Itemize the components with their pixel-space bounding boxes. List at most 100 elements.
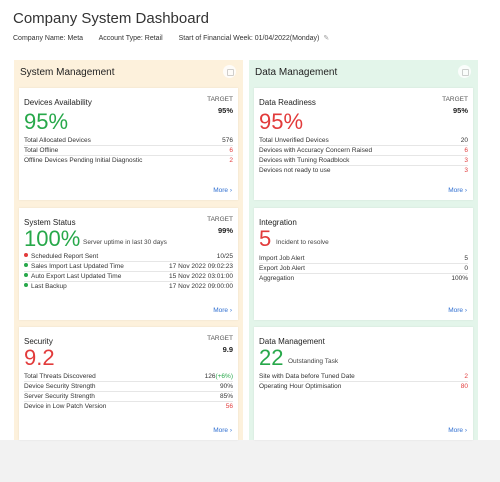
data-management-header: Data Management: [249, 60, 478, 84]
edit-pencil-icon[interactable]: ✎: [323, 35, 330, 42]
status-dot-green-icon: [24, 263, 28, 268]
devices-availability-value: 95%: [24, 109, 69, 134]
account-type: Account Type: Retail: [98, 35, 163, 42]
security-rows: Total Threats Discovered 126(+6%) Device …: [24, 372, 233, 412]
row-value: 10/25: [216, 253, 233, 260]
row-label: Sales Import Last Updated Time: [31, 263, 124, 270]
status-dot-red-icon: [24, 253, 28, 258]
outstanding-task-note: Outstanding Task: [288, 358, 339, 365]
outstanding-task-value: 22: [259, 345, 284, 370]
table-row: Device in Low Patch Version 56: [24, 402, 233, 412]
row-value: 56: [225, 403, 233, 410]
row-label: Total Unverified Devices: [259, 137, 329, 144]
system-status-note: Server uptime in last 30 days: [83, 239, 167, 246]
table-row: Aggregation 100%: [259, 274, 468, 284]
data-readiness-value: 95%: [259, 109, 304, 134]
target-value: 9.9: [222, 345, 233, 354]
row-value: 80: [460, 383, 468, 390]
row-value: 0: [464, 265, 468, 272]
card-title: System Status: [24, 218, 76, 227]
table-row: Devices with Accuracy Concern Raised 6: [259, 146, 468, 156]
table-row: Devices not ready to use 3: [259, 166, 468, 176]
system-management-column: System Management Devices Availability T…: [14, 60, 243, 440]
target-value: 95%: [217, 106, 233, 115]
row-value: 85%: [219, 393, 233, 400]
row-label: Total Allocated Devices: [24, 137, 91, 144]
integration-card: Integration 5 Incident to resolve Import…: [254, 208, 473, 320]
table-row: Sales Import Last Updated Time 17 Nov 202…: [24, 262, 233, 272]
system-status-rows: Scheduled Report Sent 10/25 Sales Import …: [24, 252, 233, 292]
row-label: Site with Data before Tuned Date: [259, 373, 355, 380]
data-management-icon[interactable]: [458, 65, 471, 78]
company-name: Company Name: Meta: [13, 35, 84, 42]
data-readiness-rows: Total Unverified Devices 20 Devices with …: [259, 136, 468, 176]
card-title: Data Management: [259, 337, 325, 346]
row-value: 90%: [219, 383, 233, 390]
integration-value: 5: [259, 226, 272, 251]
table-row: Operating Hour Optimisation 80: [259, 382, 468, 392]
card-title: Data Readiness: [259, 98, 316, 107]
row-value: 2: [229, 157, 233, 164]
row-label: Scheduled Report Sent: [31, 253, 99, 260]
row-label: Devices with Tuning Roadblock: [259, 157, 350, 164]
row-value: 5: [464, 255, 468, 262]
integration-note: Incident to resolve: [276, 239, 329, 246]
target-value: 99%: [217, 226, 233, 235]
more-link[interactable]: More ›: [448, 427, 467, 434]
row-label: Export Job Alert: [259, 265, 305, 272]
card-title: Integration: [259, 218, 297, 227]
row-value: 3: [464, 157, 468, 164]
table-row: Import Job Alert 5: [259, 254, 468, 264]
target-value: 95%: [452, 106, 468, 115]
more-link[interactable]: More ›: [448, 187, 467, 194]
status-dot-green-icon: [24, 283, 28, 288]
status-dot-green-icon: [24, 273, 28, 278]
row-label: Device in Low Patch Version: [24, 403, 107, 410]
page-title: Company System Dashboard: [13, 10, 209, 27]
row-value: 2: [464, 373, 468, 380]
table-row: Site with Data before Tuned Date 2: [259, 372, 468, 382]
table-row: Offline Devices Pending Initial Diagnost…: [24, 156, 233, 166]
table-row: Last Backup 17 Nov 2022 09:00:00: [24, 282, 233, 292]
row-value: 100%: [451, 275, 468, 282]
data-management-rows: Site with Data before Tuned Date 2 Operat…: [259, 372, 468, 392]
card-title: Security: [24, 337, 53, 346]
more-link[interactable]: More ›: [213, 307, 232, 314]
row-value: 6: [229, 147, 233, 154]
row-value: 3: [464, 167, 468, 174]
security-card: Security TARGET 9.9 9.2 Total Threats Di…: [19, 327, 238, 440]
table-row: Total Unverified Devices 20: [259, 136, 468, 146]
more-link[interactable]: More ›: [213, 427, 232, 434]
row-label: Device Security Strength: [24, 383, 96, 390]
security-score-value: 9.2: [24, 345, 55, 370]
data-management-column: Data Management Data Readiness TARGET 95…: [249, 60, 478, 440]
row-label: Devices not ready to use: [259, 167, 331, 174]
row-value: 17 Nov 2022 09:00:00: [169, 283, 233, 290]
row-value: 126: [204, 373, 216, 380]
row-label: Last Backup: [31, 283, 67, 290]
row-label: Total Threats Discovered: [24, 373, 96, 380]
table-row: Device Security Strength 90%: [24, 382, 233, 392]
system-management-icon[interactable]: [223, 65, 236, 78]
data-management-card: Data Management 22 Outstanding Task Site…: [254, 327, 473, 440]
card-title: Devices Availability: [24, 98, 92, 107]
target-label: TARGET: [207, 216, 233, 223]
row-label: Offline Devices Pending Initial Diagnost…: [24, 157, 143, 164]
table-row: Devices with Tuning Roadblock 3: [259, 156, 468, 166]
row-value: 20: [460, 137, 468, 144]
row-label: Total Offline: [24, 147, 59, 154]
system-status-value: 100%: [24, 226, 81, 251]
more-link[interactable]: More ›: [448, 307, 467, 314]
table-row: Total Threats Discovered 126(+6%): [24, 372, 233, 382]
row-label: Operating Hour Optimisation: [259, 383, 342, 390]
more-link[interactable]: More ›: [213, 187, 232, 194]
target-label: TARGET: [442, 96, 468, 103]
table-row: Server Security Strength 85%: [24, 392, 233, 402]
integration-rows: Import Job Alert 5 Export Job Alert 0 Aggr…: [259, 254, 468, 284]
header-meta: Company Name: Meta Account Type: Retail …: [13, 34, 357, 42]
row-label: Aggregation: [259, 275, 295, 282]
table-row: Scheduled Report Sent 10/25: [24, 252, 233, 262]
row-label: Server Security Strength: [24, 393, 95, 400]
row-label: Import Job Alert: [259, 255, 305, 262]
system-status-card: System Status TARGET 99% 100% Server upt…: [19, 208, 238, 320]
